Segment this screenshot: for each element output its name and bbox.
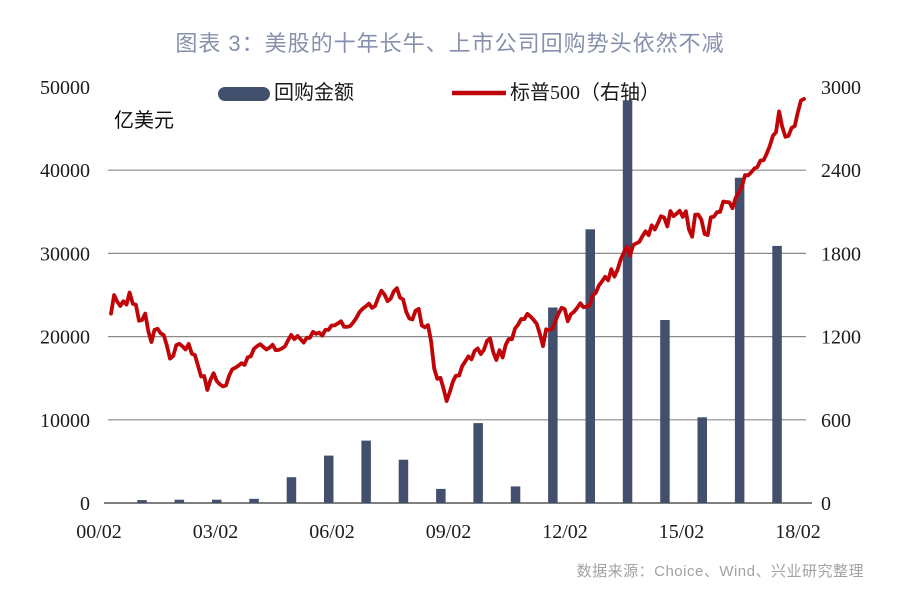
x-axis-tick-label: 03/02: [193, 521, 239, 543]
buyback-bar: [286, 477, 297, 503]
buyback-bar: [436, 488, 446, 503]
buyback-bar: [174, 499, 185, 503]
left-axis-tick-label: 40000: [40, 160, 90, 182]
buyback-bar: [473, 423, 483, 503]
x-axis-tick-label: 12/02: [542, 521, 588, 543]
buyback-bar: [137, 500, 147, 503]
left-axis-tick-label: 10000: [40, 410, 90, 432]
buyback-bar: [622, 100, 633, 504]
left-axis-tick-label: 0: [80, 493, 90, 515]
buyback-bar: [660, 320, 670, 503]
buyback-bar: [324, 455, 334, 503]
sp500-line: [109, 97, 806, 404]
buyback-bar: [249, 498, 259, 503]
buyback-bar: [772, 245, 782, 503]
buyback-bar: [697, 417, 707, 503]
x-axis-tick-label: 00/02: [76, 521, 122, 543]
buyback-bar: [585, 229, 595, 504]
right-axis-tick-label: 1800: [821, 243, 861, 265]
legend-bar-label: 回购金额: [274, 81, 354, 104]
buyback-bar: [734, 177, 745, 503]
right-axis-tick-label: 1200: [821, 327, 861, 349]
x-axis-tick-label: 18/02: [775, 521, 821, 543]
unit-label: 亿美元: [114, 109, 174, 132]
left-axis-tick-label: 50000: [40, 77, 90, 99]
right-axis-tick-label: 600: [821, 410, 851, 432]
chart-title: 图表 3：美股的十年长牛、上市公司回购势头依然不减: [175, 31, 725, 56]
x-axis-tick-label: 09/02: [426, 521, 472, 543]
x-axis-tick-label: 15/02: [659, 521, 705, 543]
buyback-bar: [212, 499, 222, 503]
buyback-bar: [510, 486, 521, 503]
legend-bar-swatch: [218, 87, 270, 101]
buyback-bar: [398, 459, 409, 503]
left-axis-tick-label: 20000: [40, 327, 90, 349]
buyback-bar: [361, 440, 371, 503]
right-axis-tick-label: 3000: [821, 77, 861, 99]
right-axis-tick-label: 0: [821, 493, 831, 515]
x-axis-tick-label: 06/02: [309, 521, 355, 543]
right-axis-tick-label: 2400: [821, 160, 861, 182]
legend-line-label: 标普500（右轴）: [510, 81, 660, 104]
buyback-bar: [548, 307, 558, 503]
data-source-note: 数据来源：Choice、Wind、兴业研究整理: [576, 563, 864, 580]
left-axis-tick-label: 30000: [40, 243, 90, 265]
